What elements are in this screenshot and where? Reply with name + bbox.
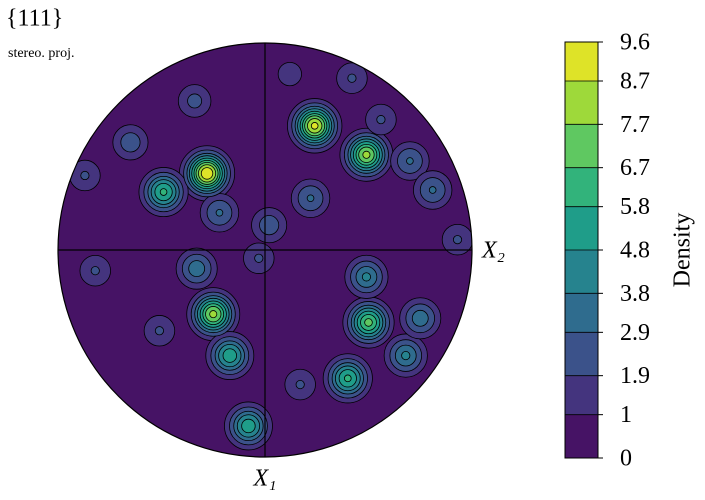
colorbar-tick-label: 3.8 [620,281,650,307]
colorbar-tick-label: 0 [620,446,632,472]
colorbar: 0 1 1.9 2.9 3.8 4.8 5.8 6.7 7.7 8.7 9.6 [564,30,650,472]
density-contour [215,208,224,217]
projection-circle [57,42,473,458]
density-contour [159,188,168,196]
plot-area [58,43,472,457]
colorbar-band [565,332,598,376]
y-axis-label: X₁ [252,466,276,492]
colorbar-band [565,167,598,207]
colorbar-tick-label: 1 [620,402,632,428]
colorbar-tick-label: 4.8 [620,238,650,264]
colorbar-tick-label: 7.7 [620,112,650,138]
density-contour [428,186,437,194]
colorbar-band [565,81,598,125]
density-contour [200,167,214,180]
colorbar-tick-label: 5.8 [620,194,650,220]
colorbar-label: Density [670,213,696,288]
density-contour [259,215,280,236]
colorbar-tick-label: 1.9 [620,363,650,389]
density-contour [90,266,100,276]
density-contour [362,150,371,159]
density-contour [452,235,463,245]
density-contour [376,115,386,125]
colorbar-tick-label: 8.7 [620,69,650,95]
colorbar-band [565,124,598,168]
density-contour [310,122,319,130]
colorbar-tick-label: 2.9 [620,320,650,346]
density-contour [306,194,315,203]
density-contour [254,253,264,263]
density-contour [241,418,256,434]
colorbar-band [565,42,598,81]
colorbar-tick-label: 9.6 [620,30,650,56]
density-contour [344,374,352,383]
density-contour [80,170,90,181]
chart-subtitle: stereo. proj. [8,46,74,61]
density-contour [187,93,203,109]
density-contour [222,348,237,363]
density-contour [361,272,371,282]
density-contour [277,61,302,87]
x-axis-label: X₂ [481,238,505,264]
density-contour [401,351,411,361]
colorbar-band [565,293,598,333]
density-contour [188,260,206,278]
colorbar-band [565,206,598,250]
chart-title: {111} [6,6,63,32]
density-contour [295,379,305,390]
density-contour [406,157,414,165]
colorbar-tick-label: 6.7 [620,155,650,181]
density-contour [209,310,218,319]
colorbar-band [565,414,598,458]
density-contour [364,318,373,327]
colorbar-band [565,375,598,415]
colorbar-band [565,250,598,294]
density-contour [154,326,164,336]
density-contour [120,132,141,153]
density-contour [411,309,429,327]
density-contour [347,73,357,83]
